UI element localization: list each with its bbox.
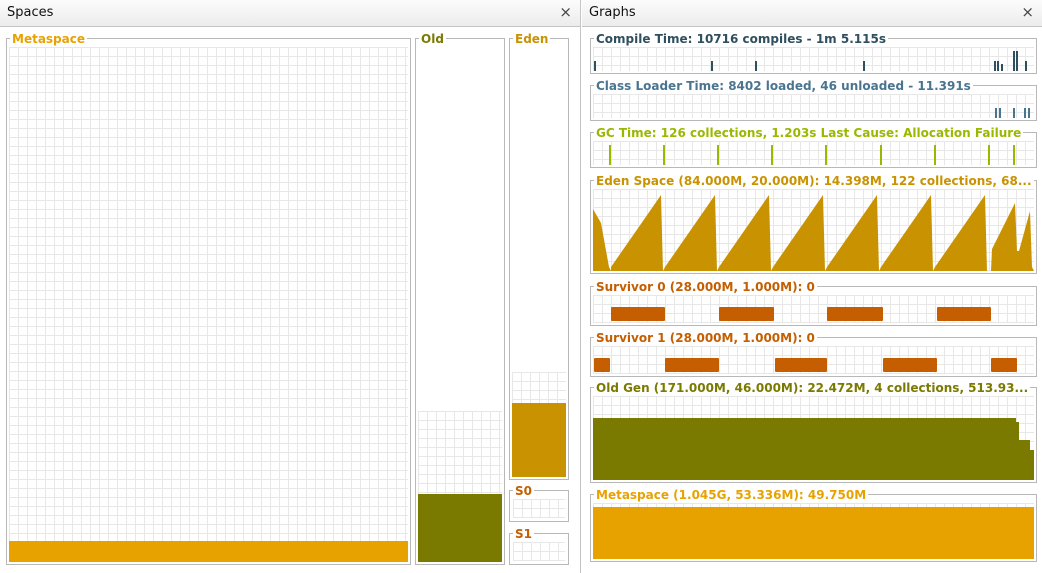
survivor-0-label: Survivor 0 (28.000M, 1.000M): 0 bbox=[594, 279, 817, 295]
compile-time-spike bbox=[594, 61, 596, 71]
old-space-used-fill bbox=[418, 494, 502, 562]
metaspace-area bbox=[593, 507, 1034, 559]
compile-time-spike bbox=[997, 61, 999, 71]
gc-time-spike bbox=[609, 145, 611, 165]
class-loader-time-plot bbox=[593, 94, 1034, 118]
metaspace-used-area bbox=[593, 507, 1034, 559]
eden-space-label: Eden bbox=[513, 31, 551, 47]
gc-time-label: GC Time: 126 collections, 1.203s Last Ca… bbox=[594, 125, 1024, 141]
survivor-0-block bbox=[827, 307, 883, 321]
survivor-1-block bbox=[883, 358, 937, 372]
survivor-1-graph: Survivor 1 (28.000M, 1.000M): 0 bbox=[590, 330, 1037, 377]
compile-time-spike bbox=[1025, 61, 1027, 71]
gc-time-spike bbox=[1013, 145, 1015, 165]
old-space-box: Old bbox=[415, 31, 505, 565]
metaspace-space-used-fill bbox=[9, 541, 408, 562]
old-space-label: Old bbox=[419, 31, 446, 47]
survivor-0-graph: Survivor 0 (28.000M, 1.000M): 0 bbox=[590, 279, 1037, 326]
metaspace-graph: Metaspace (1.045G, 53.336M): 49.750M bbox=[590, 487, 1037, 562]
class-loader-spike bbox=[999, 108, 1001, 118]
survivor-1-plot bbox=[593, 346, 1034, 374]
spaces-close-icon[interactable]: × bbox=[559, 3, 572, 21]
s1-space-box: S1 bbox=[509, 526, 569, 565]
compile-time-plot bbox=[593, 47, 1034, 71]
gc-time-spikes bbox=[609, 145, 1015, 165]
class-loader-spike bbox=[1024, 108, 1026, 118]
gc-time-spike bbox=[825, 145, 827, 165]
metaspace-plot bbox=[593, 503, 1034, 559]
gc-time-spike bbox=[934, 145, 936, 165]
s0-space-box: S0 bbox=[509, 483, 569, 522]
s0-space-label: S0 bbox=[513, 483, 534, 499]
survivor-1-label: Survivor 1 (28.000M, 1.000M): 0 bbox=[594, 330, 817, 346]
spaces-pane-title: Spaces bbox=[7, 5, 54, 20]
gc-time-spike bbox=[880, 145, 882, 165]
compile-time-spike bbox=[711, 61, 713, 71]
graphs-pane: Graphs × Compile Time: 10716 compiles - … bbox=[582, 0, 1042, 573]
gc-time-graph: GC Time: 126 collections, 1.203s Last Ca… bbox=[590, 125, 1037, 168]
survivor-1-blocks bbox=[594, 358, 1017, 372]
s0-space-grid bbox=[513, 499, 565, 518]
class-loader-spike bbox=[995, 108, 997, 118]
compile-time-spike bbox=[863, 61, 865, 71]
gc-time-spike bbox=[988, 145, 990, 165]
s1-space-label: S1 bbox=[513, 526, 534, 542]
survivor-0-plot bbox=[593, 295, 1034, 323]
eden-space-graph-label: Eden Space (84.000M, 20.000M): 14.398M, … bbox=[594, 173, 1034, 189]
metaspace-space-label: Metaspace bbox=[10, 31, 87, 47]
metaspace-graph-label: Metaspace (1.045G, 53.336M): 49.750M bbox=[594, 487, 869, 503]
spaces-pane-header: Spaces × bbox=[0, 0, 580, 27]
compile-time-spike bbox=[755, 61, 757, 71]
class-loader-spike bbox=[1013, 108, 1015, 118]
class-loader-spike bbox=[1028, 108, 1030, 118]
survivor-1-block bbox=[775, 358, 827, 372]
s1-space-grid bbox=[513, 542, 565, 561]
gc-time-spike bbox=[663, 145, 665, 165]
compile-time-spike bbox=[1001, 64, 1003, 71]
class-loader-time-label: Class Loader Time: 8402 loaded, 46 unloa… bbox=[594, 78, 973, 94]
compile-time-label: Compile Time: 10716 compiles - 1m 5.115s bbox=[594, 31, 888, 47]
old-gen-graph: Old Gen (171.000M, 46.000M): 22.472M, 4 … bbox=[590, 380, 1037, 483]
eden-space-graph: Eden Space (84.000M, 20.000M): 14.398M, … bbox=[590, 173, 1037, 274]
compile-time-spike bbox=[1016, 51, 1018, 71]
eden-sawtooth-area bbox=[593, 195, 1034, 271]
compile-time-spikes bbox=[594, 51, 1027, 71]
compile-time-spike bbox=[1013, 51, 1015, 71]
graphs-close-icon[interactable]: × bbox=[1021, 3, 1034, 21]
gc-time-plot bbox=[593, 141, 1034, 165]
graphs-pane-title: Graphs bbox=[589, 5, 636, 20]
eden-space-sawtooth bbox=[593, 195, 1034, 271]
class-loader-time-graph: Class Loader Time: 8402 loaded, 46 unloa… bbox=[590, 78, 1037, 121]
compile-time-spike bbox=[994, 61, 996, 71]
survivor-0-blocks bbox=[611, 307, 991, 321]
survivor-0-block bbox=[611, 307, 665, 321]
old-gen-plot bbox=[593, 396, 1034, 480]
eden-space-box: Eden bbox=[509, 31, 569, 480]
gc-time-spike bbox=[717, 145, 719, 165]
survivor-1-block bbox=[991, 358, 1017, 372]
compile-time-graph: Compile Time: 10716 compiles - 1m 5.115s bbox=[590, 31, 1037, 74]
survivor-1-block bbox=[665, 358, 719, 372]
class-loader-time-spikes bbox=[995, 108, 1030, 118]
graphs-pane-header: Graphs × bbox=[582, 0, 1042, 27]
metaspace-space-box: Metaspace bbox=[6, 31, 411, 565]
eden-space-plot bbox=[593, 189, 1034, 271]
eden-space-used-fill bbox=[512, 403, 566, 477]
gc-time-spike bbox=[771, 145, 773, 165]
spaces-pane: Spaces × Metaspace Old Eden S0 S1 bbox=[0, 0, 581, 573]
old-gen-label: Old Gen (171.000M, 46.000M): 22.472M, 4 … bbox=[594, 380, 1031, 396]
old-gen-area bbox=[593, 418, 1034, 480]
old-gen-used-area bbox=[593, 418, 1034, 480]
survivor-1-block bbox=[594, 358, 610, 372]
survivor-0-block bbox=[937, 307, 991, 321]
metaspace-space-grid bbox=[9, 47, 408, 562]
survivor-0-block bbox=[719, 307, 774, 321]
